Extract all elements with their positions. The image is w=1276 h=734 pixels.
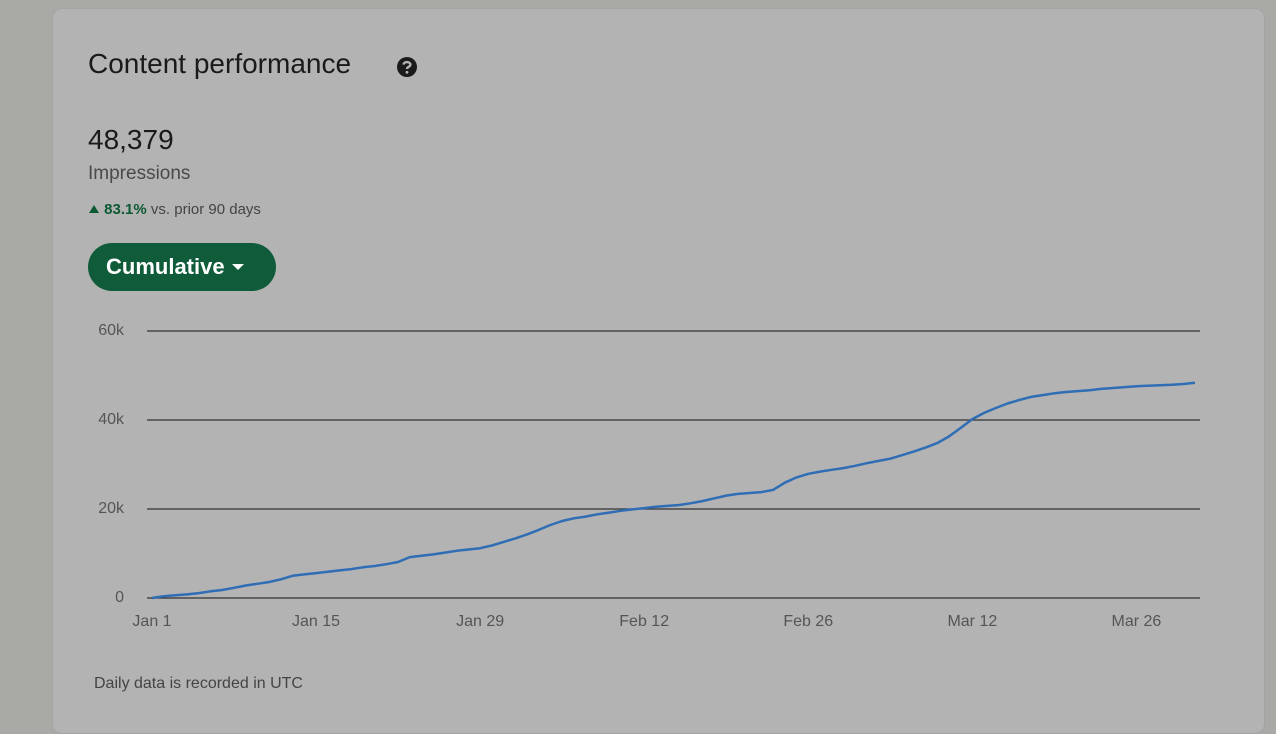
change-value: 83.1% bbox=[104, 201, 147, 218]
title: Content performance bbox=[88, 48, 352, 79]
metric-label: Impressions bbox=[88, 163, 191, 184]
cumulative-dropdown[interactable]: Cumulative bbox=[88, 243, 276, 291]
help-icon[interactable] bbox=[396, 56, 418, 78]
up-arrow bbox=[89, 205, 99, 213]
change-note: vs. prior 90 days bbox=[150, 201, 261, 218]
footnote: Daily data is recorded in UTC bbox=[94, 675, 303, 692]
dropdown-label: Cumulative bbox=[106, 254, 225, 279]
caret bbox=[231, 264, 244, 270]
card bbox=[52, 8, 1265, 734]
metric-change: 83.1% vs. prior 90 days bbox=[88, 201, 261, 218]
metric-value: 48,379 bbox=[88, 124, 174, 155]
